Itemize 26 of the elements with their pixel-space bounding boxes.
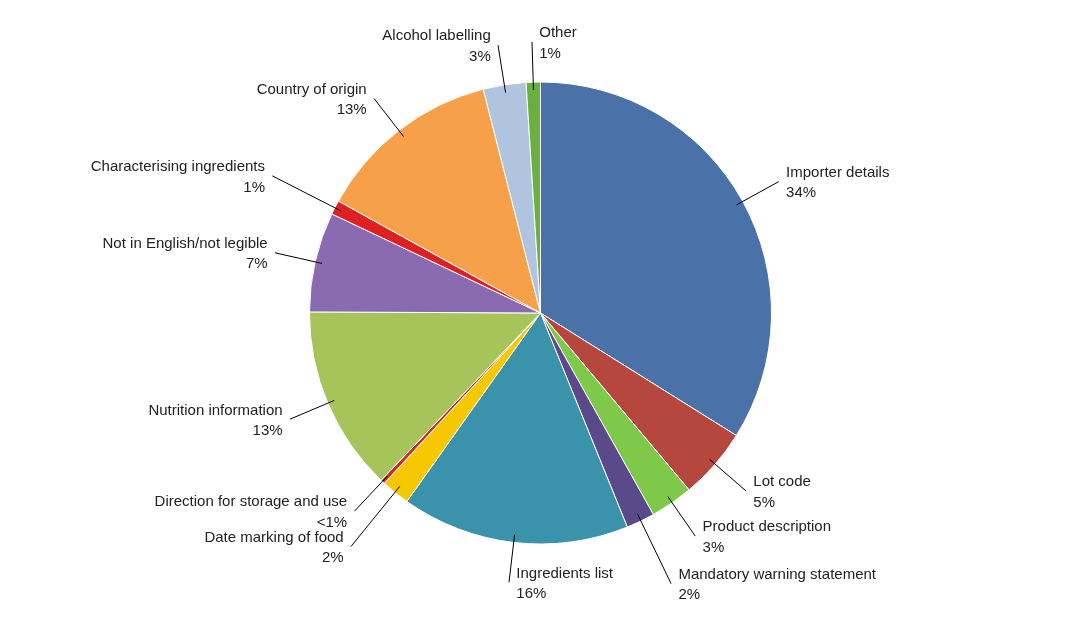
slice-label: Nutrition information: [148, 400, 283, 418]
data-label: 1%: [539, 43, 561, 61]
slice-label: Date marking of food: [204, 527, 344, 545]
slice-label: Mandatory warning statement: [678, 564, 877, 582]
slice-label: Not in English/not legible: [102, 234, 268, 252]
data-label: 3%: [702, 537, 725, 555]
data-label: 2%: [321, 548, 344, 566]
data-label: 5%: [753, 492, 776, 510]
data-label: 1%: [243, 177, 265, 195]
data-label: 2%: [678, 585, 701, 603]
slice-label: Country of origin: [256, 79, 367, 97]
data-label: <1%: [316, 512, 348, 530]
data-label: 34%: [786, 183, 817, 201]
data-label: 16%: [516, 584, 547, 602]
data-label: 13%: [336, 100, 367, 118]
slice-label: Characterising ingredients: [90, 157, 265, 175]
slice-label: Importer details: [786, 162, 890, 180]
slice-label: Alcohol labelling: [382, 26, 491, 44]
slice-label: Other: [539, 23, 577, 41]
data-label: 7%: [245, 254, 268, 272]
slice-label: Ingredients list: [516, 563, 614, 581]
slice-label: Product description: [702, 517, 831, 535]
slice-label: Lot code: [753, 472, 811, 490]
data-label: 3%: [469, 46, 491, 64]
slice-label: Direction for storage and use: [154, 492, 348, 510]
data-label: 13%: [252, 420, 283, 438]
